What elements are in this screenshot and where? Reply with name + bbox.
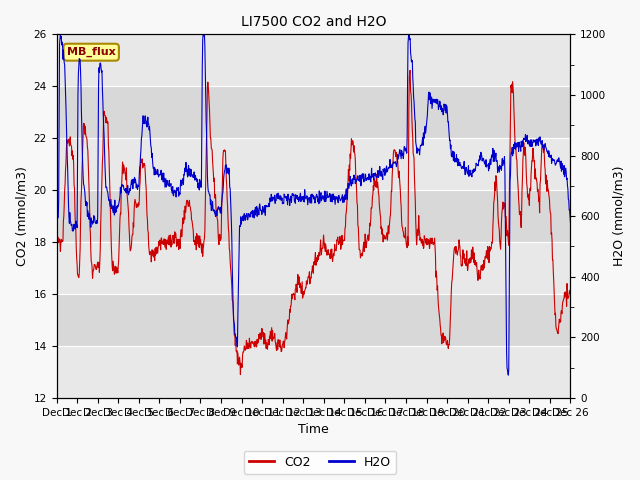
H2O: [121, 188, 129, 193]
CO2: [140, 164, 147, 169]
Bar: [56, 294, 570, 346]
CO2: [276, 337, 284, 343]
H2O: [140, 120, 147, 126]
CO2: [406, 67, 414, 73]
CO2: [566, 288, 574, 293]
Bar: [56, 86, 570, 138]
Bar: [56, 242, 570, 294]
CO2: [237, 372, 244, 377]
H2O: [504, 372, 512, 378]
Y-axis label: H2O (mmol/m3): H2O (mmol/m3): [612, 166, 625, 266]
H2O: [56, 32, 64, 37]
Legend: CO2, H2O: CO2, H2O: [244, 451, 396, 474]
X-axis label: Time: Time: [298, 423, 329, 436]
Bar: [56, 190, 570, 242]
Bar: [56, 35, 570, 86]
H2O: [334, 194, 342, 200]
H2O: [276, 192, 284, 198]
Title: LI7500 CO2 and H2O: LI7500 CO2 and H2O: [241, 15, 387, 29]
Line: H2O: H2O: [56, 35, 570, 375]
Y-axis label: CO2 (mmol/m3): CO2 (mmol/m3): [15, 166, 28, 266]
CO2: [121, 168, 129, 174]
H2O: [323, 188, 331, 194]
CO2: [52, 240, 60, 246]
Bar: [56, 138, 570, 190]
H2O: [52, 210, 60, 216]
CO2: [323, 252, 331, 258]
Text: MB_flux: MB_flux: [67, 47, 116, 57]
H2O: [566, 220, 574, 226]
CO2: [334, 234, 342, 240]
Bar: [56, 346, 570, 398]
H2O: [227, 185, 234, 191]
CO2: [226, 248, 234, 253]
Line: CO2: CO2: [56, 70, 570, 374]
